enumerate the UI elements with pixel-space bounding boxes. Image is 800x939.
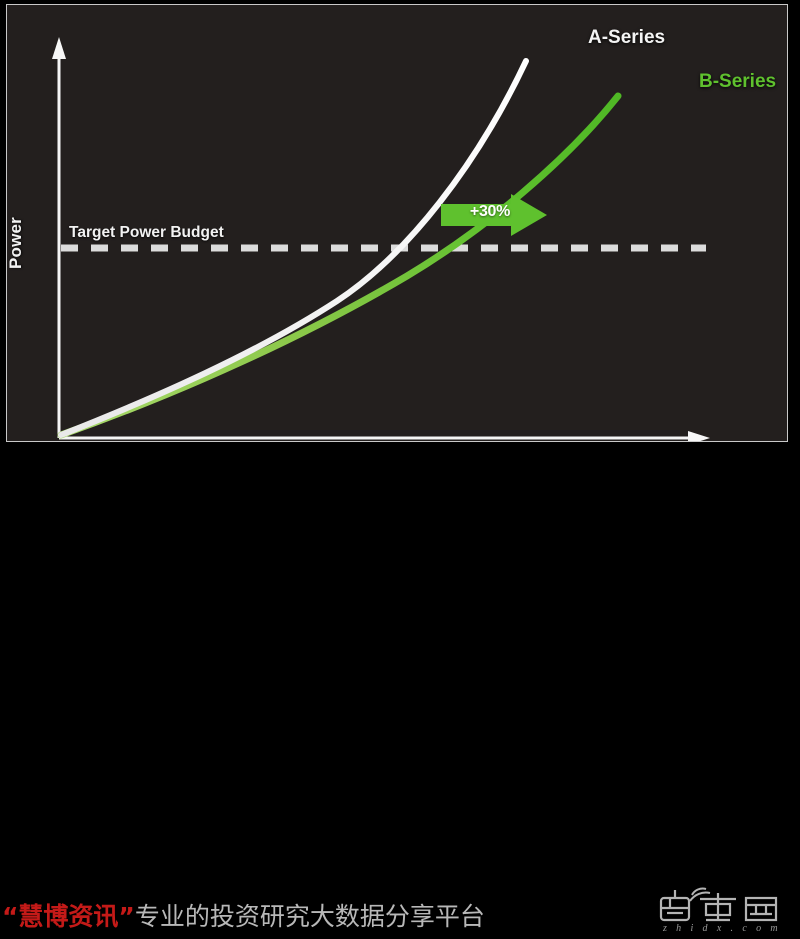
zhidx-logo: z h i d x . c o m xyxy=(656,887,788,939)
chart-canvas xyxy=(52,37,710,441)
watermark-text: “慧博资讯”专业的投资研究大数据分享平台 xyxy=(2,897,485,933)
x-axis xyxy=(59,431,710,441)
b-series-curve xyxy=(57,92,622,439)
watermark-brand: “慧博资讯” xyxy=(2,902,135,931)
watermark-bar: “慧博资讯”专业的投资研究大数据分享平台 xyxy=(0,443,800,934)
watermark-tagline: 专业的投资研究大数据分享平台 xyxy=(134,902,485,931)
screenshot-root: Power Performance Target Power Budget A-… xyxy=(0,4,800,934)
y-axis-title: Power xyxy=(6,216,26,270)
a-series-curve xyxy=(58,58,529,438)
chart-panel: Power Performance Target Power Budget A-… xyxy=(6,4,788,442)
target-power-budget-label: Target Power Budget xyxy=(69,224,224,241)
a-series-label: A-Series xyxy=(588,27,666,48)
b-series-label: B-Series xyxy=(699,71,777,92)
zhidx-logo-domain: z h i d x . c o m xyxy=(662,923,782,934)
zhidx-logo-icon xyxy=(659,887,778,922)
delta-arrow-icon xyxy=(441,194,547,236)
y-axis xyxy=(52,37,66,438)
